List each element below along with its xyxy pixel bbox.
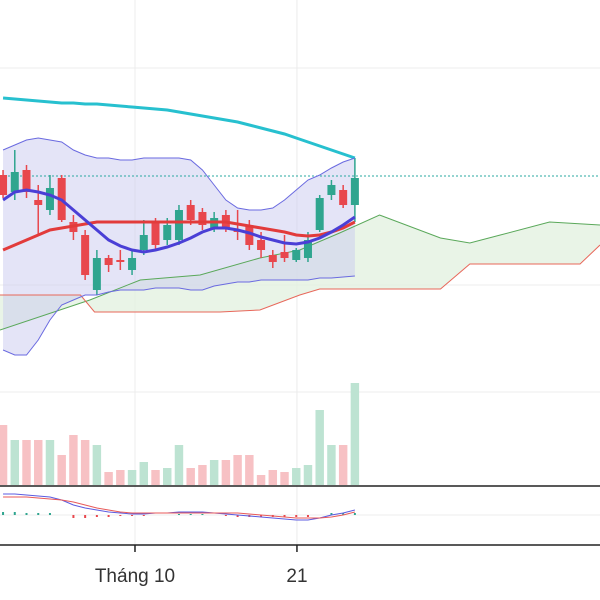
macd-histogram-bar bbox=[48, 513, 51, 515]
candle-body bbox=[198, 212, 207, 225]
macd-histogram-bar bbox=[353, 513, 356, 515]
macd-histogram-bar bbox=[2, 512, 5, 515]
volume-bar bbox=[127, 470, 137, 485]
signal-line bbox=[3, 496, 356, 519]
candle-body bbox=[81, 235, 90, 275]
indicator-line bbox=[2, 96, 356, 160]
macd-histogram-bar bbox=[342, 513, 345, 515]
volume-bar bbox=[45, 440, 55, 485]
x-tick-label: 21 bbox=[286, 566, 307, 587]
macd-histogram-bar bbox=[189, 514, 192, 515]
macd-histogram-bar bbox=[177, 514, 180, 515]
macd-histogram-bar bbox=[25, 513, 28, 515]
indicator-line bbox=[2, 275, 355, 356]
candle-body bbox=[0, 175, 8, 195]
band-fill bbox=[3, 138, 355, 355]
candle-body bbox=[92, 258, 101, 290]
volume-bar bbox=[174, 445, 184, 485]
candle-body bbox=[128, 258, 137, 270]
macd-histogram-bar bbox=[295, 515, 298, 517]
macd-histogram-bar bbox=[84, 515, 87, 518]
volume-bar bbox=[280, 472, 289, 485]
macd-line bbox=[3, 493, 356, 521]
candle-body bbox=[45, 188, 54, 210]
macd-histogram-bar bbox=[330, 513, 333, 515]
macd-histogram-bar bbox=[260, 515, 263, 517]
volume-bar bbox=[292, 468, 301, 485]
volume-bar bbox=[116, 470, 125, 485]
volume-bar bbox=[92, 445, 102, 485]
volume-bar bbox=[34, 440, 43, 485]
candle-body bbox=[327, 185, 336, 195]
candle-body bbox=[315, 198, 324, 230]
volume-bar bbox=[10, 440, 19, 485]
volume-bar bbox=[198, 465, 207, 485]
volume-bar bbox=[186, 468, 195, 485]
volume-bar bbox=[163, 468, 172, 485]
macd-histogram-bar bbox=[201, 514, 204, 515]
macd-histogram-bar bbox=[236, 515, 239, 517]
macd-histogram-bar bbox=[142, 515, 145, 516]
candle-body bbox=[280, 252, 289, 258]
candle-body bbox=[22, 170, 31, 192]
candle-body bbox=[174, 210, 183, 240]
volume-bar bbox=[233, 455, 242, 485]
volume-bar bbox=[268, 470, 278, 485]
candle-body bbox=[186, 205, 195, 220]
macd-histogram-bar bbox=[95, 515, 98, 517]
volume-bar bbox=[57, 455, 66, 485]
macd-histogram-bar bbox=[119, 515, 122, 516]
macd-histogram-bar bbox=[107, 515, 110, 517]
candle-body bbox=[139, 235, 148, 250]
macd-histogram-bar bbox=[306, 515, 309, 517]
macd-histogram-bar bbox=[224, 515, 227, 516]
candle-body bbox=[34, 200, 43, 205]
volume-bar bbox=[338, 445, 348, 485]
candle-body bbox=[10, 172, 19, 192]
candle-body bbox=[268, 255, 277, 262]
plot bbox=[0, 0, 600, 545]
volume-bar bbox=[209, 460, 219, 485]
volume-bar bbox=[221, 460, 231, 485]
candle-body bbox=[350, 178, 359, 205]
indicator-line bbox=[2, 137, 356, 211]
x-tick-label: Tháng 10 bbox=[95, 566, 175, 587]
volume-bar bbox=[256, 475, 266, 485]
macd-histogram-bar bbox=[37, 513, 40, 515]
volume-bar bbox=[22, 440, 31, 485]
candle-body bbox=[151, 222, 160, 245]
volume-bar bbox=[0, 425, 8, 485]
volume-bar bbox=[139, 462, 149, 485]
volume-bar bbox=[327, 445, 336, 485]
macd-histogram-bar bbox=[283, 515, 286, 517]
cloud-span-a bbox=[0, 214, 600, 331]
volume-bar bbox=[303, 465, 313, 485]
candle-body bbox=[292, 250, 301, 260]
volume-bar bbox=[151, 470, 160, 485]
macd-histogram-bar bbox=[13, 512, 16, 515]
candle-body bbox=[339, 190, 348, 205]
volume-bar bbox=[245, 455, 254, 485]
macd-histogram-bar bbox=[72, 515, 75, 518]
candle-body bbox=[303, 240, 312, 258]
candle-body bbox=[104, 258, 113, 265]
indicator-line bbox=[2, 220, 356, 252]
candle-body bbox=[116, 260, 125, 262]
candle-body bbox=[245, 225, 254, 245]
cloud-span-b bbox=[0, 244, 600, 313]
volume-bar bbox=[69, 435, 78, 485]
volume-bar bbox=[350, 383, 360, 485]
volume-bar bbox=[315, 410, 324, 485]
macd-histogram-bar bbox=[131, 515, 134, 516]
indicator-line bbox=[2, 188, 356, 254]
candle-body bbox=[257, 240, 266, 250]
volume-bar bbox=[80, 440, 90, 485]
volume-bar bbox=[104, 472, 113, 485]
candle-body bbox=[163, 225, 172, 240]
